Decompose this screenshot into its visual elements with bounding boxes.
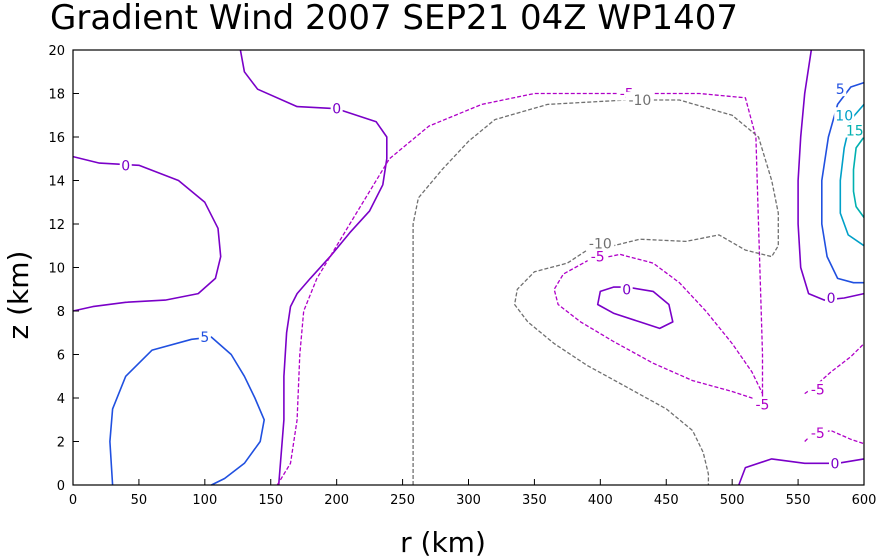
contour-label: 0: [831, 456, 840, 472]
y-tick-label: 20: [48, 44, 65, 59]
contour-label: -5: [756, 398, 770, 414]
y-tick-label: 18: [48, 88, 65, 103]
contour-label-bg: [825, 289, 838, 305]
x-tick-label: 450: [654, 493, 679, 508]
y-tick-label: 8: [57, 305, 65, 320]
contour-label: -10: [628, 93, 651, 109]
x-tick-label: 600: [852, 493, 877, 508]
x-tick-label: 0: [69, 493, 77, 508]
x-tick-label: 250: [390, 493, 415, 508]
contour-label-bg: [330, 100, 343, 116]
contour-label-bg: [119, 157, 132, 173]
y-tick-label: 2: [57, 436, 65, 451]
contour-label-bg: [752, 396, 773, 412]
contour-label-bg: [620, 281, 633, 297]
x-tick-label: 50: [131, 493, 148, 508]
contour-label-bg: [807, 381, 828, 397]
contour-line-zero-left-lobe: [72, 155, 222, 312]
contour-label: -5: [591, 250, 605, 266]
x-tick-label: 400: [588, 493, 613, 508]
contour-label: 5: [836, 82, 845, 98]
contour-label-bg: [198, 329, 211, 345]
y-tick-label: 14: [48, 175, 65, 190]
contour-label: 5: [200, 330, 209, 346]
y-tick-label: 6: [57, 349, 65, 364]
contour-label: 10: [835, 108, 853, 124]
contour-label-bg: [586, 235, 615, 251]
contour-line-zero-top-mid: [239, 49, 388, 486]
contour-line-zero-right-lower: [738, 458, 865, 486]
contour-label-bg: [587, 248, 608, 264]
x-tick-label: 300: [456, 493, 481, 508]
contour-label: -5: [811, 382, 825, 398]
contour-line-neg10-outer: [412, 99, 779, 485]
contour-label: -10: [589, 237, 612, 253]
x-axis-title: r (km): [400, 526, 486, 559]
y-axis: 0 2 4 6 8 10 12 14 16 18 20: [48, 44, 79, 494]
contour-label: 15: [846, 123, 864, 139]
contour-label-bg: [807, 424, 828, 440]
x-axis: 0 50 100 150 200 250 300 350 400 450 500 550 600: [69, 479, 877, 508]
y-tick-label: 16: [48, 131, 65, 146]
x-tick-label: 500: [720, 493, 745, 508]
plot-frame: [72, 49, 865, 486]
chart-title: Gradient Wind 2007 SEP21 04Z WP1407: [50, 0, 738, 38]
contour-label: 0: [622, 282, 631, 298]
x-tick-label: 150: [258, 493, 283, 508]
contour-line-zero-inner-core: [596, 286, 674, 330]
contour-line-neg5-inner-loop: [553, 253, 764, 405]
contour-layer: [72, 49, 865, 486]
contour-label: -5: [811, 426, 825, 442]
contour-label: 0: [827, 291, 836, 307]
contour-label: 0: [332, 102, 341, 118]
x-tick-label: 200: [324, 493, 349, 508]
x-tick-label: 350: [522, 493, 547, 508]
contour-label-bg: [625, 92, 654, 108]
y-tick-label: 4: [57, 392, 65, 407]
y-axis-title: z (km): [2, 251, 35, 340]
y-tick-label: 0: [57, 479, 65, 494]
contour-label: 0: [121, 158, 130, 174]
contour-label-bg: [834, 81, 847, 97]
contour-line-neg5-long: [276, 92, 764, 486]
contour-label-bg: [834, 107, 855, 123]
x-tick-label: 550: [786, 493, 811, 508]
y-tick-label: 12: [48, 218, 65, 233]
contour-label-bg: [844, 122, 865, 138]
y-tick-label: 10: [48, 262, 65, 277]
contour-line-pos15-right: [852, 136, 865, 218]
contour-label-bg: [828, 455, 841, 471]
contour-line-pos5-left-dome: [109, 336, 265, 486]
x-tick-label: 100: [192, 493, 217, 508]
